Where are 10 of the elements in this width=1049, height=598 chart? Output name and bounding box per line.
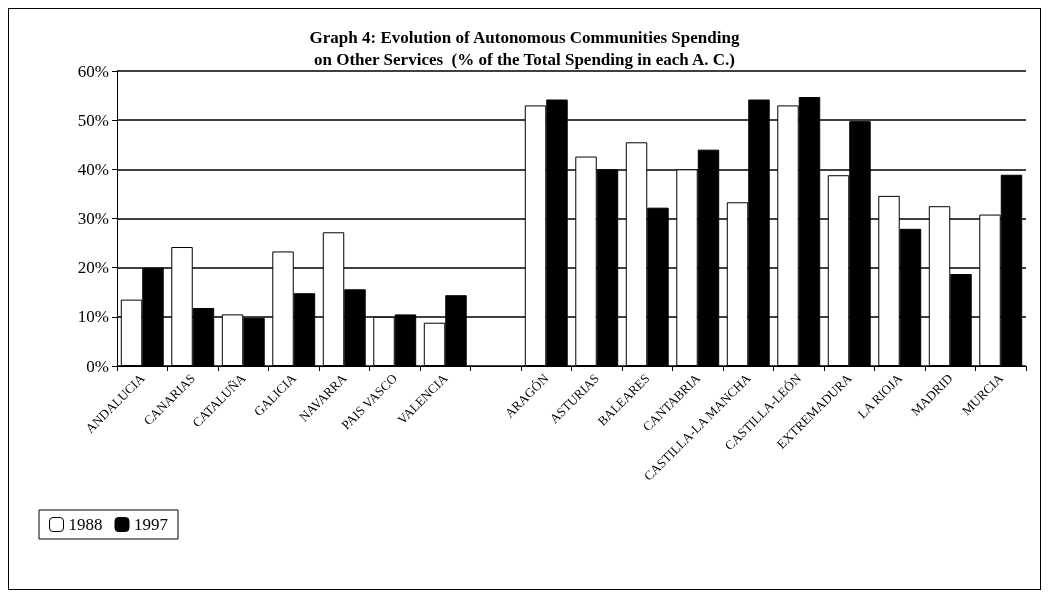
y-tick-label: 60% bbox=[77, 61, 109, 81]
legend-label: 1988 bbox=[68, 515, 103, 534]
y-tick-label: 40% bbox=[77, 159, 109, 179]
legend-label: 1997 bbox=[134, 515, 169, 534]
y-tick-label: 0% bbox=[86, 356, 109, 376]
y-tick-label: 20% bbox=[77, 258, 109, 278]
chart-title: Graph 4: Evolution of Autonomous Communities Spending on Other Services (% of the Total Spending in each A. C.) bbox=[309, 27, 740, 69]
y-tick-label: 10% bbox=[77, 307, 109, 327]
y-tick-label: 30% bbox=[77, 209, 109, 228]
y-tick-label: 50% bbox=[77, 110, 109, 130]
